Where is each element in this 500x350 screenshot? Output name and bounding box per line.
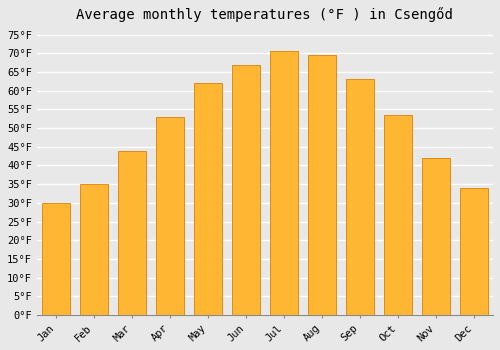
Bar — [422, 158, 450, 315]
Bar — [460, 188, 488, 315]
Bar — [308, 55, 336, 315]
Bar — [42, 203, 70, 315]
Bar — [232, 64, 260, 315]
Bar — [194, 83, 222, 315]
Bar — [270, 51, 298, 315]
Title: Average monthly temperatures (°F ) in Csengőd: Average monthly temperatures (°F ) in Cs… — [76, 7, 454, 22]
Bar — [156, 117, 184, 315]
Bar — [80, 184, 108, 315]
Bar — [384, 115, 412, 315]
Bar — [346, 79, 374, 315]
Bar — [118, 150, 146, 315]
